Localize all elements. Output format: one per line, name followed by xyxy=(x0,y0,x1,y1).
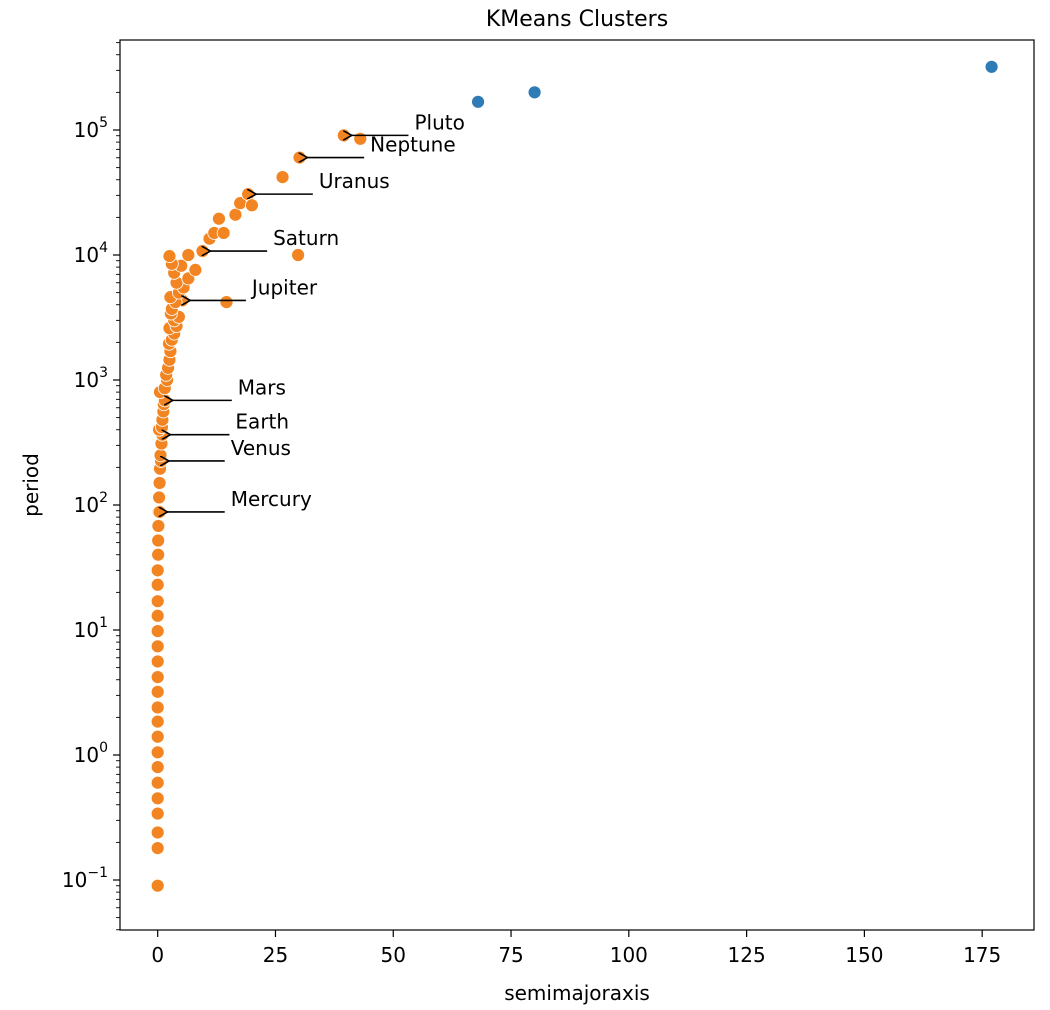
cluster-0-point xyxy=(150,791,165,806)
y-tick-label: 104 xyxy=(74,240,108,267)
cluster-0-point xyxy=(150,577,165,592)
cluster-0-point xyxy=(150,714,165,729)
x-tick-label: 50 xyxy=(381,943,406,967)
x-tick-label: 75 xyxy=(498,943,523,967)
cluster-0-point xyxy=(292,150,307,165)
annotation-label-mercury: Mercury xyxy=(231,487,312,511)
y-tick-label: 101 xyxy=(74,615,108,642)
cluster-0-point xyxy=(152,505,167,519)
y-tick-label: 10−1 xyxy=(62,865,108,892)
cluster-0-point xyxy=(152,490,167,505)
y-axis-label: period xyxy=(19,453,43,517)
cluster-0-point xyxy=(150,684,165,699)
cluster-0-point xyxy=(212,211,226,226)
cluster-0-point xyxy=(150,775,165,790)
cluster-0-point xyxy=(275,170,290,184)
x-tick-label: 150 xyxy=(845,943,883,967)
plot-area xyxy=(119,39,1035,931)
cluster-0-point xyxy=(150,624,165,638)
y-tick-label: 102 xyxy=(74,490,108,517)
cluster-0-point xyxy=(151,547,166,562)
y-tick-label: 100 xyxy=(74,740,108,767)
annotation-label-saturn: Saturn xyxy=(273,226,339,250)
data-points xyxy=(150,59,999,893)
cluster-0-point xyxy=(150,700,165,715)
cluster-0-point xyxy=(219,295,234,309)
cluster-0-point xyxy=(150,806,165,821)
cluster-0-point xyxy=(150,878,165,893)
annotation-label-venus: Venus xyxy=(231,436,291,460)
cluster-0-point xyxy=(152,476,167,490)
cluster-0-point xyxy=(162,249,177,263)
x-tick-label: 25 xyxy=(263,943,288,967)
y-tick-label: 103 xyxy=(74,365,108,392)
annotation-label-earth: Earth xyxy=(235,410,289,434)
cluster-0-point xyxy=(150,745,165,760)
annotation-label-neptune: Neptune xyxy=(370,133,455,157)
cluster-0-point xyxy=(150,760,165,775)
cluster-0-point xyxy=(188,262,203,277)
cluster-0-point xyxy=(150,670,165,684)
cluster-0-point xyxy=(150,825,165,840)
cluster-0-point xyxy=(150,639,165,654)
cluster-1-point xyxy=(527,85,542,100)
cluster-1-point xyxy=(471,94,485,109)
y-axis-ticks: 10−1 100 101 102 103 104 105 xyxy=(62,115,120,892)
x-tick-label: 175 xyxy=(963,943,1001,967)
annotation-label-uranus: Uranus xyxy=(319,169,390,193)
x-tick-label: 0 xyxy=(151,943,164,967)
cluster-0-point xyxy=(228,207,243,222)
cluster-1-point xyxy=(984,59,999,74)
cluster-0-point xyxy=(150,608,165,623)
cluster-0-point xyxy=(150,654,165,669)
x-tick-label: 125 xyxy=(728,943,766,967)
cluster-0-point xyxy=(151,519,166,533)
chart-title: KMeans Clusters xyxy=(486,7,668,32)
cluster-0-point xyxy=(153,448,168,463)
cluster-0-point xyxy=(336,128,351,143)
cluster-0-point xyxy=(150,841,165,855)
cluster-0-point xyxy=(150,729,165,744)
x-axis-ticks: 0 25 50 75 100 125 150 175 xyxy=(151,930,1001,967)
y-minor-ticks xyxy=(116,42,120,931)
cluster-0-point xyxy=(181,248,196,262)
x-tick-label: 100 xyxy=(610,943,648,967)
cluster-0-point xyxy=(151,533,166,548)
cluster-0-point xyxy=(150,594,165,609)
cluster-0-point xyxy=(245,198,259,213)
x-axis-label: semimajoraxis xyxy=(504,981,650,1005)
annotation-label-jupiter: Jupiter xyxy=(250,275,318,299)
cluster-0-point xyxy=(195,244,210,258)
cluster-0-point xyxy=(291,248,305,262)
annotation-label-mars: Mars xyxy=(238,375,286,399)
cluster-0-point xyxy=(216,226,231,240)
annotation-label-pluto: Pluto xyxy=(414,110,464,134)
y-tick-label: 105 xyxy=(74,115,108,142)
cluster-0-point xyxy=(353,131,368,146)
cluster-0-point xyxy=(150,563,165,578)
